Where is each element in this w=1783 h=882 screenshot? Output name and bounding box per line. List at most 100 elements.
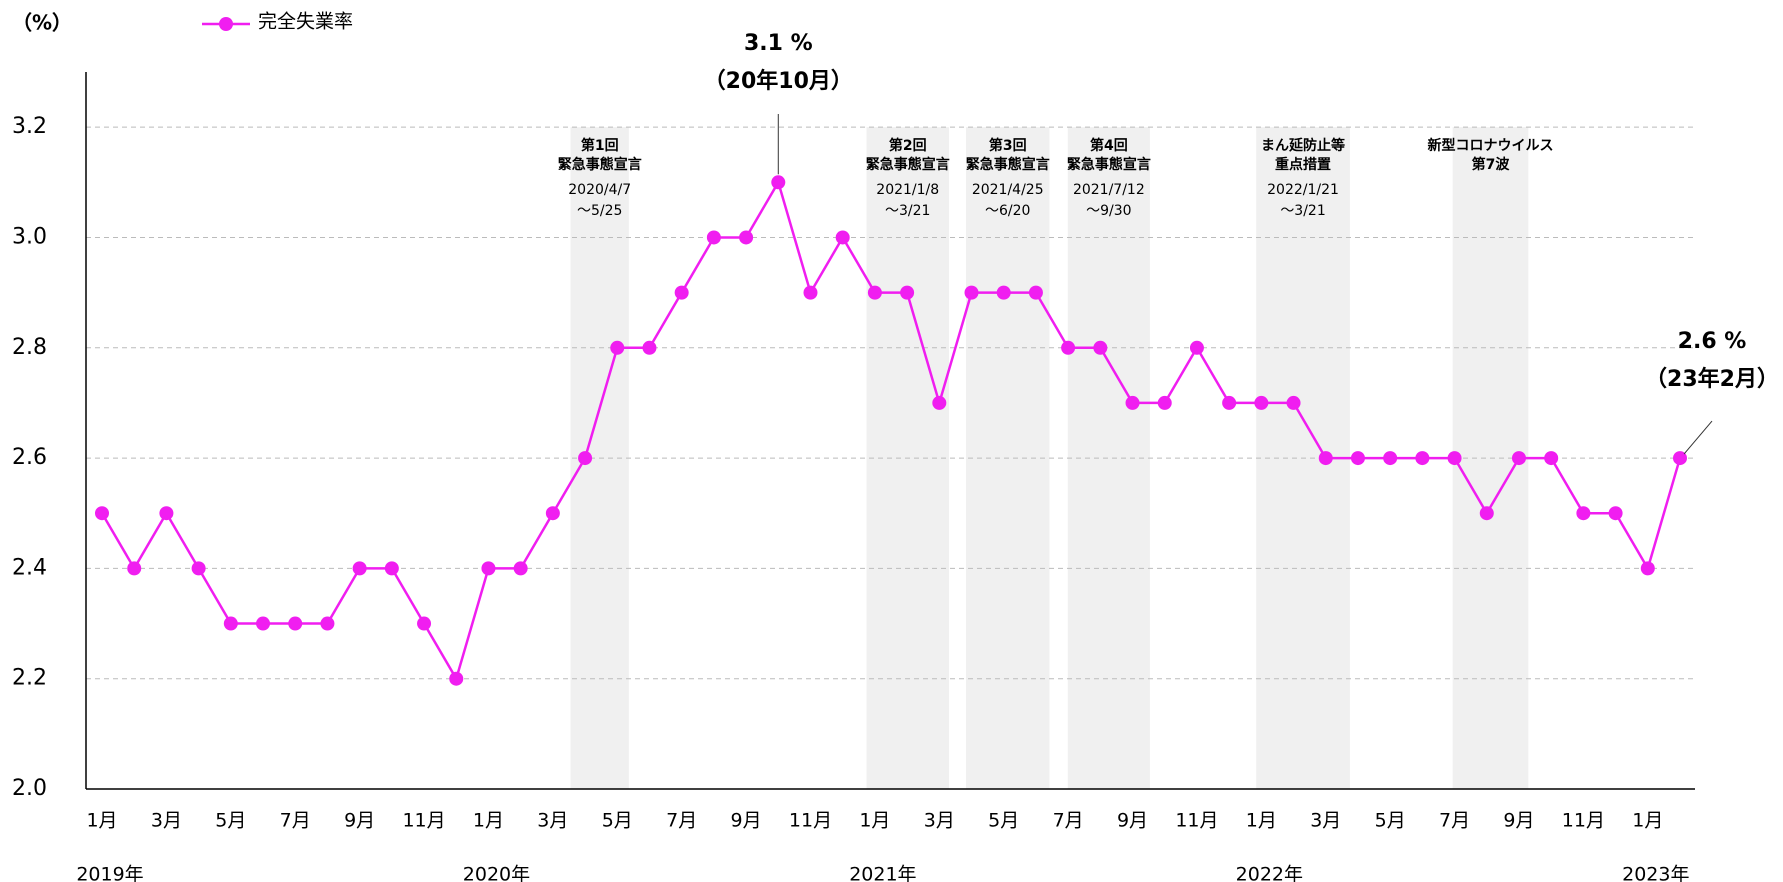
period-title: 緊急事態宣言 [866,156,950,173]
x-tick-label: 11月 [789,810,832,832]
data-point [513,561,528,576]
x-tick-label: 3月 [1310,810,1341,832]
period-title: 第1回 [581,137,619,154]
data-point [1576,506,1591,521]
data-point [964,285,979,300]
x-tick-label: 11月 [1562,810,1605,832]
data-point [449,671,464,686]
data-point [352,561,367,576]
data-point [159,506,174,521]
x-tick-label: 5月 [1375,810,1406,832]
data-point [1254,395,1269,410]
data-point [288,616,303,631]
data-point [256,616,271,631]
period-title: 重点措置 [1275,156,1331,173]
data-point [481,561,496,576]
x-tick-label: 1月 [86,810,117,832]
period-band [1067,127,1150,789]
data-point [900,285,915,300]
y-tick-label: 2.6 [12,445,47,470]
x-tick-label: 3月 [151,810,182,832]
data-point [1350,451,1365,466]
data-point [223,616,238,631]
year-label: 2022年 [1236,864,1303,882]
period-dates: ～3/21 [885,203,930,219]
annotation: （23年2月） [1645,366,1779,392]
x-tick-label: 9月 [1117,810,1148,832]
data-point [384,561,399,576]
period-dates: 2022/1/21 [1267,182,1339,198]
x-tick-label: 7月 [280,810,311,832]
data-point [996,285,1011,300]
data-point [1479,506,1494,521]
data-point [320,616,335,631]
x-tick-label: 1月 [859,810,890,832]
year-label: 2023年 [1622,864,1689,882]
data-point [706,230,721,245]
year-label: 2019年 [76,864,143,882]
data-point [835,230,850,245]
data-point [739,230,754,245]
data-point [1447,451,1462,466]
period-title: 第2回 [889,137,927,154]
data-point [1093,340,1108,355]
data-point [674,285,689,300]
annotation: 2.6 % [1678,329,1747,354]
data-point [642,340,657,355]
x-tick-label: 1月 [1246,810,1277,832]
period-dates: 2021/4/25 [972,182,1044,198]
period-dates: ～5/25 [577,203,622,219]
period-dates: ～9/30 [1086,203,1131,219]
data-point [545,506,560,521]
data-point [1511,451,1526,466]
period-title: 第7波 [1472,156,1511,173]
x-tick-label: 5月 [602,810,633,832]
data-point [932,395,947,410]
data-point [191,561,206,576]
data-point [95,506,109,521]
period-dates: 2021/7/12 [1073,182,1145,198]
data-point [417,616,432,631]
data-point [1286,395,1301,410]
data-point [771,175,786,190]
data-point [610,340,625,355]
annotation-leader [1683,420,1713,455]
period-title: 第4回 [1090,137,1128,154]
x-tick-label: 9月 [1503,810,1534,832]
y-tick-label: 3.2 [12,114,47,139]
data-point [867,285,882,300]
data-point [1673,451,1687,466]
y-tick-label: 2.0 [12,776,47,801]
data-point [1383,451,1398,466]
y-tick-label: 3.0 [12,224,47,249]
data-point [578,451,593,466]
data-point [1189,340,1204,355]
annotation: （20年10月） [704,68,853,94]
x-tick-label: 9月 [344,810,375,832]
period-title: 緊急事態宣言 [1067,156,1151,173]
legend-label: 完全失業率 [258,11,353,33]
period-dates: 2020/4/7 [568,182,631,198]
x-tick-label: 5月 [988,810,1019,832]
year-label: 2021年 [849,864,916,882]
x-tick-label: 3月 [924,810,955,832]
period-title: 新型コロナウイルス [1427,137,1553,154]
data-point [803,285,818,300]
data-point [1222,395,1237,410]
period-title: 緊急事態宣言 [966,156,1050,173]
period-title: 緊急事態宣言 [558,156,642,173]
legend-marker [219,17,233,31]
data-point [1415,451,1430,466]
x-tick-label: 5月 [215,810,246,832]
data-point [1318,451,1333,466]
x-tick-label: 11月 [1175,810,1218,832]
x-tick-label: 7月 [1053,810,1084,832]
data-point [1125,395,1140,410]
data-point [1157,395,1172,410]
annotation: 3.1 % [744,31,813,56]
data-point [1028,285,1043,300]
period-dates: 2021/1/8 [876,182,939,198]
year-label: 2020年 [463,864,530,882]
x-tick-label: 3月 [537,810,568,832]
y-tick-label: 2.2 [12,666,47,691]
